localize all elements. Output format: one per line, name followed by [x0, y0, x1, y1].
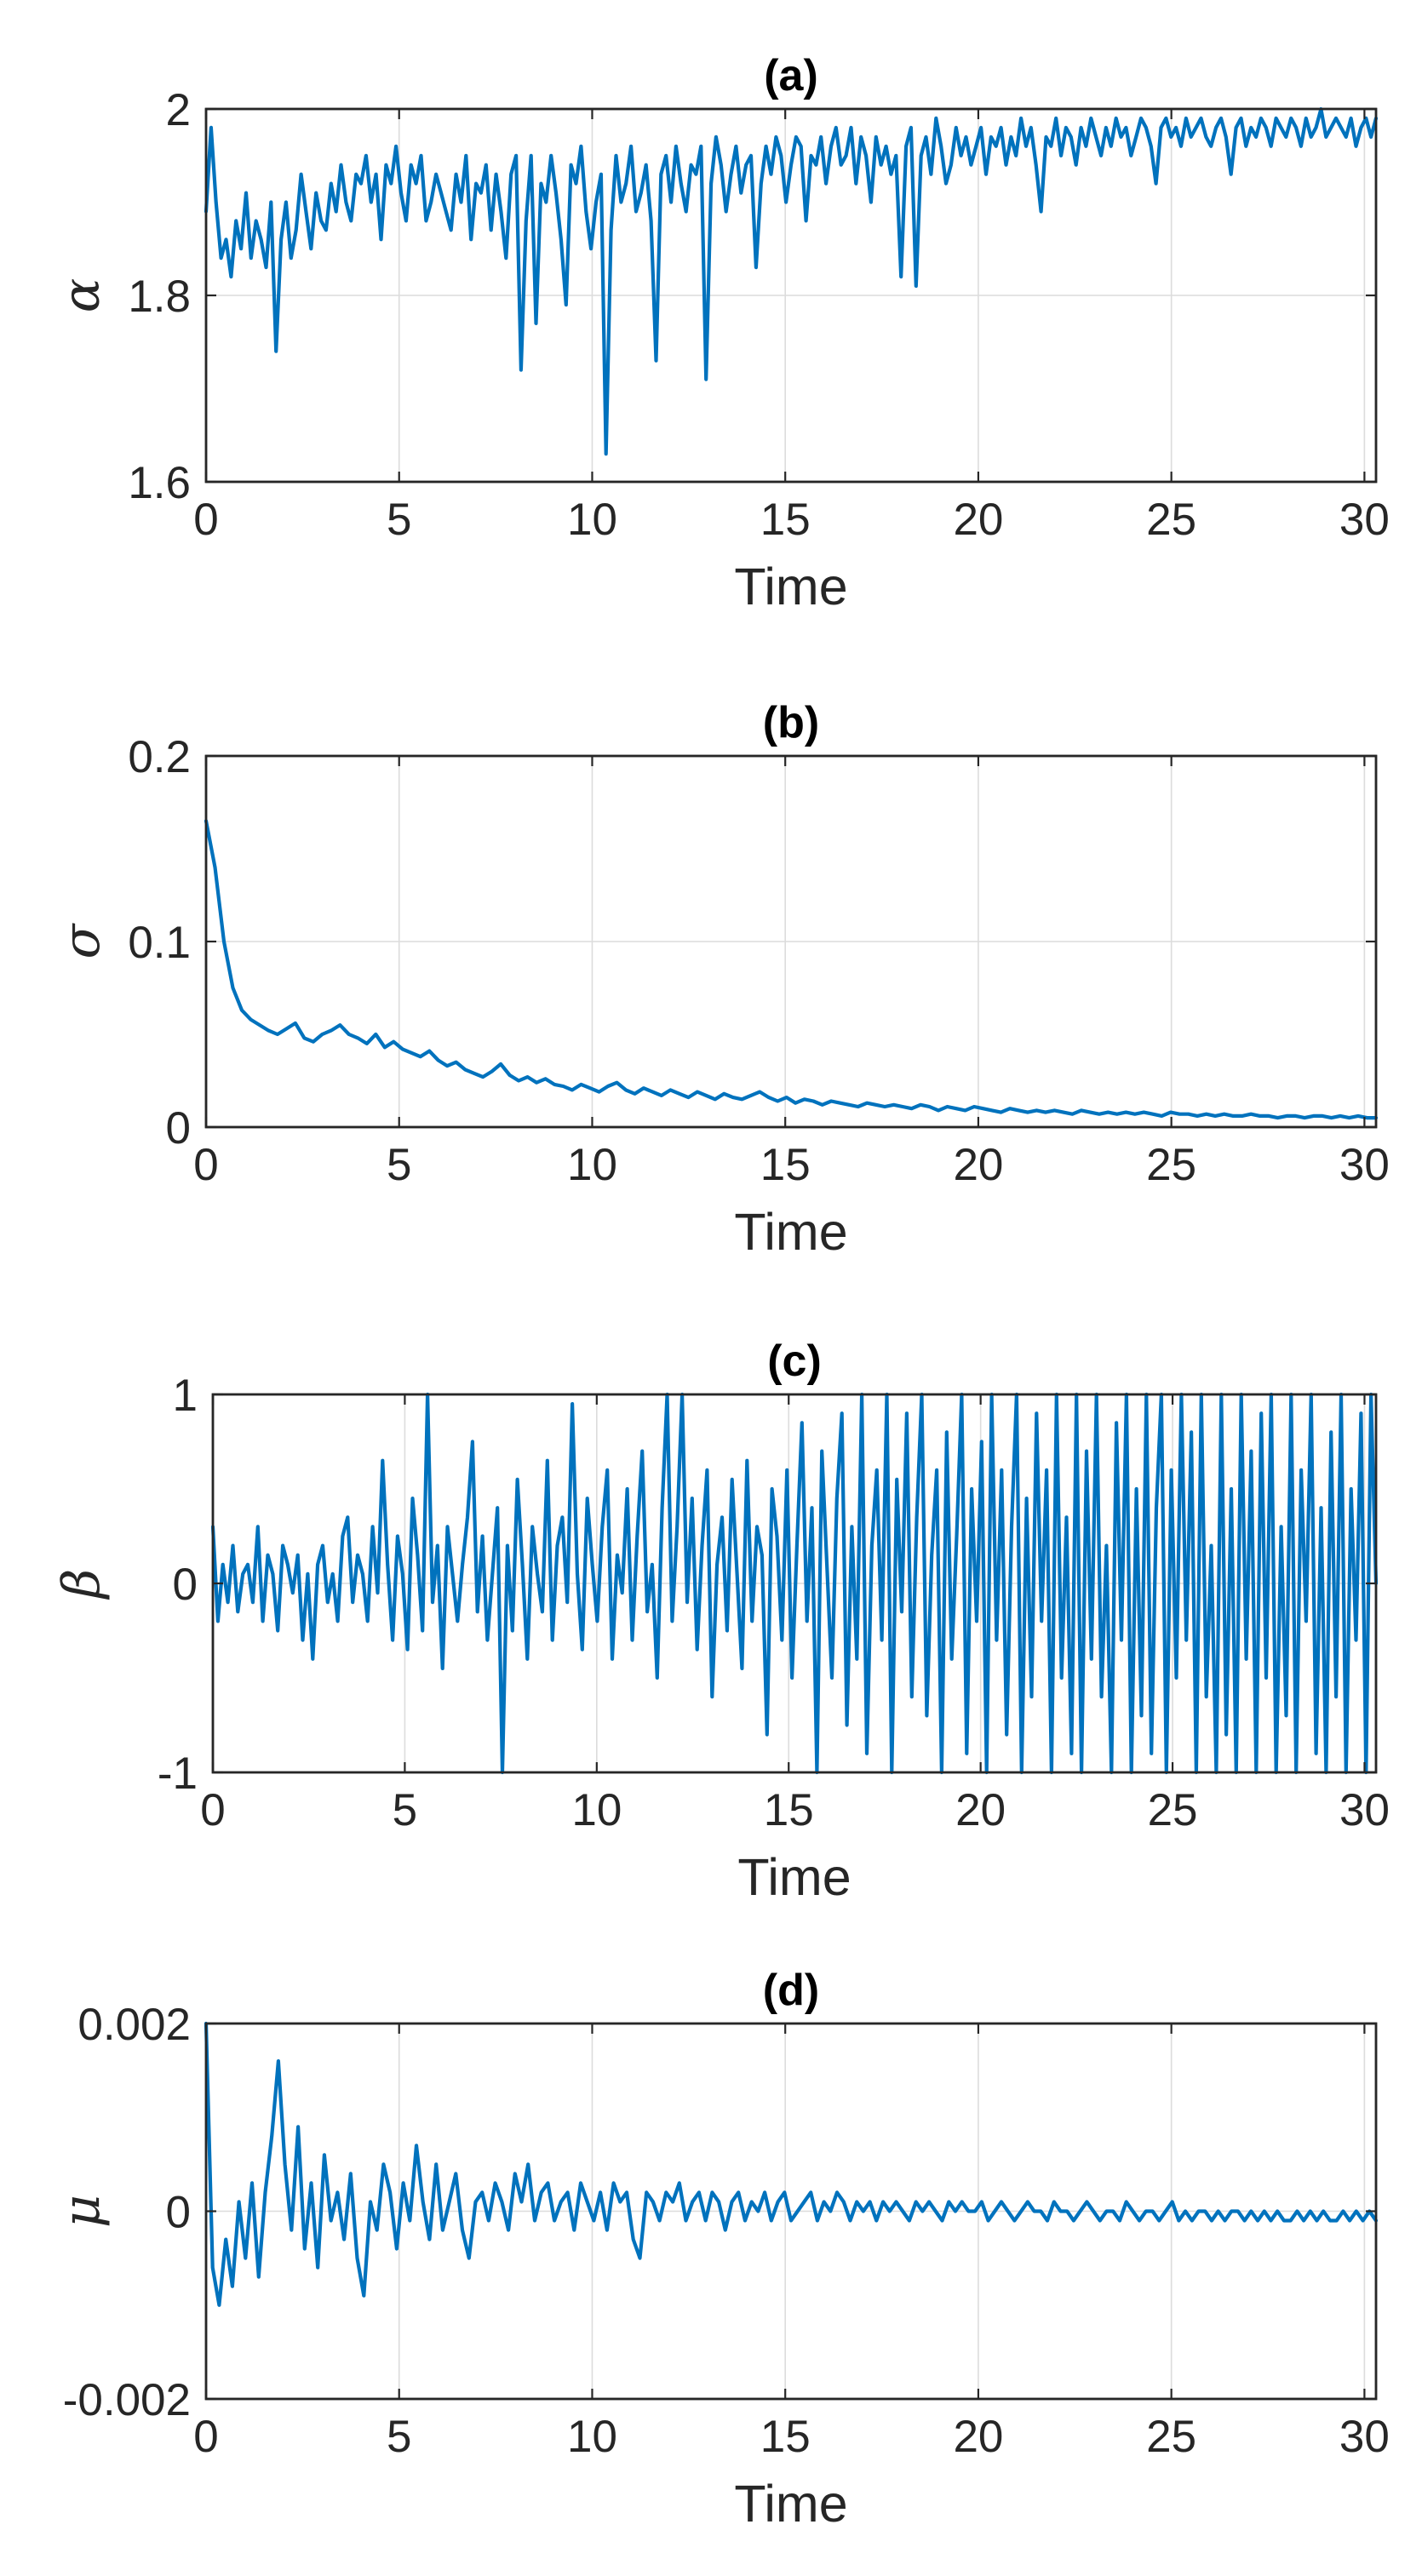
- y-tick-label: 1: [173, 1371, 198, 1421]
- chart-panel-1: 0 5 10 15 20 25 30 1.6 1.8 2 (a) Time α: [52, 51, 1390, 615]
- chart-panel-2: 0 5 10 15 20 25 30 0 0.1 0.2 (b) Time σ: [52, 698, 1390, 1261]
- panel-title: (d): [763, 1966, 819, 2015]
- x-tick-label: 15: [760, 1140, 811, 1190]
- x-tick-label: 20: [955, 1785, 1006, 1835]
- x-tick-label: 5: [387, 1140, 411, 1190]
- y-tick-label: 0: [166, 1103, 191, 1153]
- x-tick-label: 0: [200, 1785, 225, 1835]
- x-tick-label: 30: [1339, 495, 1390, 545]
- x-tick-label: 10: [567, 2412, 617, 2462]
- x-tick-label: 30: [1339, 2412, 1390, 2462]
- y-tick-label: 1.8: [128, 272, 191, 322]
- y-tick-label: -0.002: [63, 2375, 191, 2425]
- x-tick-label: 20: [953, 1140, 1003, 1190]
- x-tick-label: 5: [387, 2412, 411, 2462]
- x-tick-label: 15: [764, 1785, 814, 1835]
- series-line-4: [204, 2021, 1379, 2307]
- x-tick-label: 5: [387, 495, 411, 545]
- x-tick-label: 15: [760, 495, 811, 545]
- x-tick-label: 25: [1146, 1140, 1196, 1190]
- y-axis-label: σ: [52, 922, 112, 959]
- x-tick-label: 20: [953, 2412, 1003, 2462]
- series-line-3: [210, 1392, 1379, 1775]
- x-tick-label: 10: [567, 1140, 617, 1190]
- x-tick-label: 25: [1148, 1785, 1198, 1835]
- x-tick-label: 30: [1339, 1785, 1390, 1835]
- y-tick-label: 0.002: [77, 2000, 191, 2050]
- x-tick-label: 0: [193, 2412, 218, 2462]
- x-axis-label: Time: [734, 558, 847, 615]
- y-tick-label: -1: [158, 1749, 198, 1799]
- y-tick-label: 0: [173, 1560, 198, 1610]
- x-tick-label: 0: [193, 495, 218, 545]
- y-tick-label: 1.6: [128, 458, 191, 508]
- x-tick-label: 30: [1339, 1140, 1390, 1190]
- y-tick-label: 0.2: [128, 732, 191, 782]
- y-axis-label: μ: [52, 2195, 112, 2228]
- y-axis-label: β: [52, 1569, 112, 1600]
- x-tick-label: 20: [953, 495, 1003, 545]
- x-tick-label: 15: [760, 2412, 811, 2462]
- x-tick-label: 10: [571, 1785, 622, 1835]
- y-tick-label: 0.1: [128, 918, 191, 968]
- x-axis-label: Time: [737, 1848, 851, 1906]
- x-axis-label: Time: [734, 1203, 847, 1261]
- y-tick-label: 2: [166, 85, 191, 135]
- y-axis-label: α: [52, 278, 112, 313]
- x-tick-label: 0: [193, 1140, 218, 1190]
- x-tick-label: 5: [393, 1785, 417, 1835]
- series-line-2: [204, 819, 1379, 1120]
- series-line-1: [204, 106, 1379, 456]
- x-tick-label: 25: [1146, 495, 1196, 545]
- x-axis-label: Time: [734, 2475, 847, 2533]
- x-tick-label: 10: [567, 495, 617, 545]
- panel-title: (c): [767, 1337, 822, 1386]
- panel-title: (a): [764, 51, 818, 100]
- panel-title: (b): [763, 698, 819, 747]
- x-tick-label: 25: [1146, 2412, 1196, 2462]
- y-tick-label: 0: [166, 2188, 191, 2238]
